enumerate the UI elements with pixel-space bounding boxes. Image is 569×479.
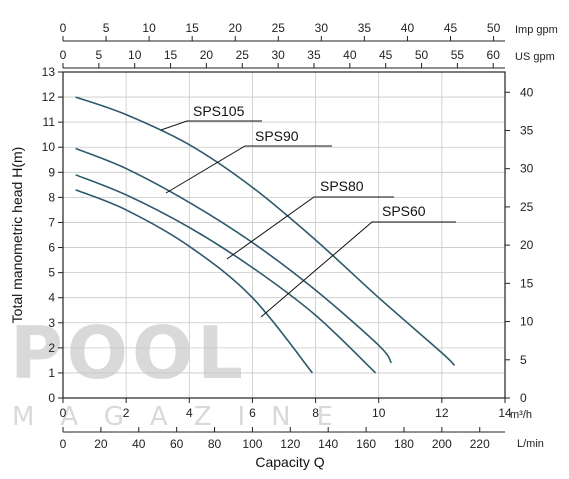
y-tick-label: 9 — [48, 165, 55, 179]
ft-tick-label: 30 — [520, 162, 534, 176]
curve-labels: SPS105 SPS90 SPS80 SPS60 — [160, 103, 456, 318]
lmin-tick-label: 20 — [94, 437, 108, 451]
usgpm-tick-label: 45 — [379, 48, 393, 62]
usgpm-tick-label: 0 — [60, 48, 67, 62]
usgpm-tick-label: 15 — [164, 48, 178, 62]
y-tick-label: 0 — [48, 391, 55, 405]
y-tick-label: 7 — [48, 215, 55, 229]
usgpm-tick-label: 35 — [307, 48, 321, 62]
leader-line — [160, 120, 262, 131]
impgpm-tick-label: 50 — [487, 21, 501, 35]
lmin-tick-label: 0 — [60, 437, 67, 451]
impgpm-tick-label: 0 — [60, 21, 67, 35]
leader-line — [226, 196, 394, 260]
ft-tick-label: 10 — [520, 315, 534, 329]
usgpm-tick-label: 60 — [487, 48, 501, 62]
leader-line — [260, 221, 456, 318]
ft-tick-label: 0 — [520, 391, 527, 405]
usgpm-tick-label: 20 — [200, 48, 214, 62]
ft-tick-label: 5 — [520, 353, 527, 367]
impgpm-tick-label: 5 — [103, 21, 110, 35]
series-sps80-curve — [75, 174, 377, 374]
lmin-tick-label: 120 — [280, 437, 300, 451]
ft-tick-label: 15 — [520, 276, 534, 290]
usgpm-tick-label: 40 — [343, 48, 357, 62]
curve-label-sps80: SPS80 — [320, 178, 364, 194]
usgpm-tick-label: 5 — [96, 48, 103, 62]
curve-label-sps90: SPS90 — [255, 128, 299, 144]
lmin-unit-label: L/min — [517, 438, 544, 450]
lmin-tick-label: 80 — [208, 437, 222, 451]
impgpm-tick-label: 10 — [142, 21, 156, 35]
y-tick-label: 10 — [42, 140, 56, 154]
y-tick-label: 13 — [42, 65, 56, 79]
y-axis-title: Total manometric head H(m) — [9, 147, 25, 324]
impgpm-tick-label: 40 — [401, 21, 415, 35]
lmin-tick-label: 200 — [432, 437, 452, 451]
curve-label-sps105: SPS105 — [193, 103, 245, 119]
y-tick-label: 12 — [42, 90, 56, 104]
usgpm-tick-label: 10 — [128, 48, 142, 62]
y-tick-label: 6 — [48, 241, 55, 255]
plot-frame — [62, 71, 506, 399]
y-tick-label: 8 — [48, 190, 55, 204]
y-tick-label: 2 — [48, 341, 55, 355]
usgpm-unit-label: US gpm — [515, 51, 555, 63]
ft-tick-label: 20 — [520, 238, 534, 252]
impgpm-tick-label: 45 — [444, 21, 458, 35]
leader-line — [165, 145, 332, 194]
impgpm-tick-label: 30 — [315, 21, 329, 35]
x-unit-label: m³/h — [510, 409, 532, 421]
y-tick-label: 4 — [48, 291, 55, 305]
x-tick-label: 2 — [123, 406, 130, 420]
usgpm-tick-label: 55 — [451, 48, 465, 62]
lmin-tick-label: 180 — [394, 437, 414, 451]
lmin-tick-label: 100 — [242, 437, 262, 451]
lmin-tick-label: 220 — [470, 437, 490, 451]
impgpm-tick-label: 20 — [229, 21, 243, 35]
y-tick-label: 5 — [48, 266, 55, 280]
impgpm-unit-label: Imp gpm — [515, 24, 558, 36]
x-tick-label: 14 — [498, 406, 512, 420]
x-tick-label: 10 — [372, 406, 386, 420]
lmin-tick-label: 40 — [132, 437, 146, 451]
ft-tick-label: 40 — [520, 85, 534, 99]
lmin-tick-label: 140 — [318, 437, 338, 451]
x-tick-label: 12 — [435, 406, 449, 420]
series-sps105-curve — [75, 96, 456, 366]
lmin-tick-label: 160 — [356, 437, 376, 451]
x-tick-label: 8 — [312, 406, 319, 420]
x-axis-title: Capacity Q — [255, 454, 324, 470]
y-tick-label: 3 — [48, 316, 55, 330]
y-tick-label: 11 — [43, 115, 56, 129]
curve-label-sps60: SPS60 — [382, 203, 426, 219]
impgpm-tick-label: 25 — [272, 21, 286, 35]
usgpm-tick-label: 25 — [236, 48, 250, 62]
x-tick-label: 0 — [60, 406, 67, 420]
impgpm-tick-label: 15 — [185, 21, 199, 35]
y-tick-label: 1 — [48, 366, 55, 380]
usgpm-tick-label: 30 — [271, 48, 285, 62]
series-group — [75, 96, 456, 374]
usgpm-tick-label: 50 — [415, 48, 429, 62]
series-sps90-curve — [75, 147, 393, 364]
x-tick-label: 6 — [249, 406, 256, 420]
watermark-line2: MAGAZINE — [12, 402, 359, 432]
ft-tick-label: 35 — [520, 123, 534, 137]
lmin-tick-label: 60 — [170, 437, 184, 451]
x-tick-label: 4 — [186, 406, 193, 420]
ft-tick-label: 25 — [520, 200, 534, 214]
grid — [63, 72, 505, 398]
impgpm-tick-label: 35 — [358, 21, 372, 35]
series-sps60-curve — [75, 189, 314, 374]
watermark-line1: POOL — [10, 311, 247, 395]
